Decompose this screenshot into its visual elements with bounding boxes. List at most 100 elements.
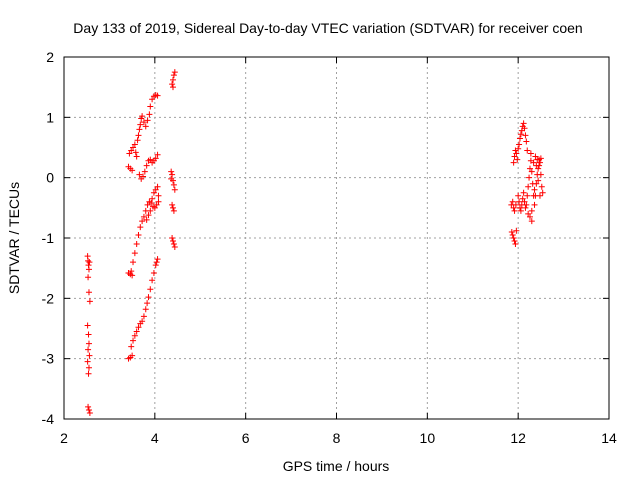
data-point xyxy=(151,204,158,211)
data-point xyxy=(152,262,159,269)
data-point xyxy=(129,352,136,359)
data-point xyxy=(538,183,545,190)
data-point xyxy=(149,96,156,103)
data-point xyxy=(516,204,523,211)
data-point xyxy=(145,294,152,301)
data-point xyxy=(536,192,543,199)
data-point xyxy=(523,138,530,145)
data-point xyxy=(169,235,176,241)
data-point xyxy=(170,207,177,214)
data-point xyxy=(147,103,154,110)
data-point xyxy=(517,131,524,138)
data-point xyxy=(149,277,156,284)
data-point xyxy=(144,300,151,307)
data-point xyxy=(512,201,519,208)
y-tick-label: -4 xyxy=(42,411,55,427)
data-point xyxy=(535,177,542,184)
data-point xyxy=(84,358,91,365)
data-point xyxy=(154,151,161,158)
data-point xyxy=(142,123,149,130)
data-point xyxy=(511,238,518,245)
data-point xyxy=(128,147,135,154)
data-point xyxy=(525,210,532,217)
x-tick-label: 6 xyxy=(242,430,250,446)
x-tick-label: 14 xyxy=(601,430,617,446)
data-point xyxy=(534,156,541,163)
data-point xyxy=(86,298,93,305)
data-point xyxy=(170,204,176,211)
data-point xyxy=(523,201,530,208)
data-point xyxy=(140,313,147,320)
data-points xyxy=(84,69,546,416)
data-point xyxy=(170,238,176,245)
data-point xyxy=(131,250,138,257)
data-point xyxy=(526,174,533,181)
data-point xyxy=(155,198,162,205)
data-point xyxy=(143,216,150,223)
data-point xyxy=(153,259,160,266)
data-point xyxy=(528,207,535,214)
data-point xyxy=(129,272,136,279)
data-point xyxy=(513,150,520,157)
data-point xyxy=(536,159,543,166)
data-point xyxy=(511,153,518,160)
data-point xyxy=(533,162,540,169)
data-point xyxy=(520,189,527,196)
data-point xyxy=(169,171,176,178)
data-point xyxy=(135,132,142,139)
data-point xyxy=(510,235,517,241)
data-point xyxy=(152,155,159,162)
data-point xyxy=(86,352,93,359)
data-point xyxy=(522,204,529,211)
data-point xyxy=(170,84,176,91)
data-point xyxy=(171,69,178,76)
data-point xyxy=(130,144,137,151)
data-point xyxy=(85,346,92,353)
x-axis-label: GPS time / hours xyxy=(283,458,390,474)
data-point xyxy=(516,135,523,142)
data-point xyxy=(155,192,162,199)
y-tick-label: -1 xyxy=(42,230,55,246)
data-point xyxy=(168,168,175,175)
data-point xyxy=(513,227,520,234)
data-point xyxy=(128,268,135,275)
data-point xyxy=(133,241,140,248)
data-point xyxy=(134,137,141,144)
data-point xyxy=(145,212,152,219)
data-point xyxy=(170,241,177,248)
data-point xyxy=(510,204,517,211)
data-point xyxy=(131,141,138,148)
data-point xyxy=(509,198,516,205)
data-point xyxy=(170,181,177,188)
data-point xyxy=(84,322,91,329)
x-tick-label: 8 xyxy=(333,430,341,446)
data-point xyxy=(169,201,176,208)
data-point xyxy=(146,111,153,118)
data-point xyxy=(139,113,146,120)
data-point xyxy=(126,150,133,157)
data-point xyxy=(537,171,544,178)
x-tick-label: 10 xyxy=(420,430,436,446)
data-point xyxy=(524,147,531,154)
data-point xyxy=(539,189,546,196)
data-point xyxy=(526,213,533,220)
data-point xyxy=(508,228,515,235)
data-point xyxy=(533,180,540,187)
data-point xyxy=(139,318,146,325)
data-point xyxy=(144,201,151,208)
data-point xyxy=(521,125,528,132)
y-tick-label: -2 xyxy=(42,290,55,306)
data-point xyxy=(528,218,535,225)
data-point xyxy=(142,306,149,313)
data-point xyxy=(140,173,147,180)
data-point xyxy=(512,241,519,248)
data-point xyxy=(511,207,518,214)
data-point xyxy=(524,192,531,199)
data-point xyxy=(528,168,535,175)
data-point xyxy=(532,153,539,160)
data-point xyxy=(168,175,175,182)
data-point xyxy=(526,165,533,172)
